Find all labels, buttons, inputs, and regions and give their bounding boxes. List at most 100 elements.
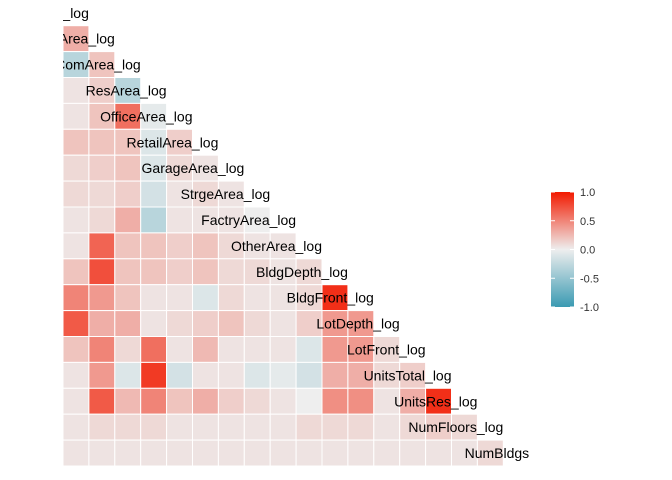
- heatmap-cell-5-0: [62, 128, 90, 156]
- heatmap-cell-3-2: [114, 77, 142, 104]
- heatmap-cell-16-4: [166, 413, 194, 441]
- heatmap-cell-12-4: [166, 310, 194, 338]
- heatmap-cell-13-0: [62, 336, 90, 363]
- heatmap-cell-9-3: [140, 232, 168, 260]
- heatmap-cell-16-8: [269, 413, 297, 441]
- heatmap-cell-12-10: [321, 310, 349, 338]
- heatmap-cell-16-15: [451, 413, 478, 441]
- heatmap-cell-11-4: [166, 284, 194, 312]
- heatmap-cell-17-8: [269, 439, 297, 467]
- heatmap-cell-17-1: [88, 439, 116, 467]
- heatmap-cell-16-0: [62, 413, 90, 441]
- heatmap-cell-9-0: [62, 232, 90, 260]
- heatmap-cell-17-9: [295, 439, 323, 467]
- heatmap-cell-11-6: [217, 284, 245, 312]
- heatmap-cell-16-3: [140, 413, 168, 441]
- variable-label: BldgDepth_log: [256, 264, 348, 280]
- heatmap-cells: [62, 25, 504, 467]
- legend-colorbar: [551, 192, 574, 307]
- heatmap-cell-13-9: [295, 336, 323, 363]
- heatmap-cell-13-8: [269, 336, 297, 363]
- heatmap-cell-12-1: [88, 310, 116, 338]
- heatmap-cell-16-6: [217, 413, 245, 441]
- heatmap-cell-14-7: [243, 361, 271, 389]
- heatmap-cell-15-3: [140, 387, 168, 415]
- heatmap-cell-17-2: [114, 439, 142, 467]
- heatmap-cell-7-0: [62, 180, 90, 208]
- heatmap-cell-16-11: [347, 413, 375, 441]
- heatmap-cell-14-3: [140, 361, 168, 389]
- legend-tick-label: 1.0: [580, 187, 595, 199]
- heatmap-cell-17-13: [399, 439, 427, 467]
- legend-tick-label: 0.5: [580, 216, 595, 228]
- heatmap-cell-17-14: [425, 439, 453, 467]
- variable-label: ComArea_log: [55, 57, 141, 73]
- variable-label: UnitsRes_log: [394, 393, 477, 409]
- heatmap-cell-8-0: [62, 206, 90, 234]
- heatmap-cell-15-7: [243, 387, 271, 415]
- heatmap-cell-13-10: [321, 336, 349, 363]
- heatmap-cell-8-1: [88, 206, 116, 234]
- variable-label: StrgeArea_log: [181, 186, 271, 202]
- heatmap-cell-12-11: [347, 310, 375, 338]
- heatmap-cell-16-7: [243, 413, 271, 441]
- heatmap-cell-12-2: [114, 310, 142, 338]
- heatmap-cell-16-12: [373, 413, 401, 441]
- heatmap-cell-17-16: [476, 439, 504, 467]
- heatmap-cell-17-15: [451, 439, 478, 467]
- color-legend: 1.0 0.5 0.0 -0.5 -1.0: [551, 187, 599, 314]
- heatmap-cell-13-3: [140, 336, 168, 363]
- variable-label: RetailArea_log: [127, 134, 219, 150]
- heatmap-cell-13-5: [192, 336, 219, 363]
- heatmap-cell-14-12: [373, 361, 401, 389]
- heatmap-cell-12-6: [217, 310, 245, 338]
- heatmap-cell-14-1: [88, 361, 116, 389]
- heatmap-cell-10-1: [88, 258, 116, 286]
- heatmap-cell-11-3: [140, 284, 168, 312]
- heatmap-cell-15-10: [321, 387, 349, 415]
- heatmap-cell-10-4: [166, 258, 194, 286]
- variable-labels: LotArea_log BldgArea_log ComArea_log ResAre…: [55, 5, 529, 461]
- variable-label: NumFloors_log: [408, 419, 503, 435]
- heatmap-cell-12-7: [243, 310, 271, 338]
- heatmap-cell-16-1: [88, 413, 116, 441]
- heatmap-cell-6-4: [166, 154, 194, 182]
- heatmap-cell-9-1: [88, 232, 116, 260]
- heatmap-cell-6-0: [62, 154, 90, 182]
- heatmap-cell-12-5: [192, 310, 219, 338]
- heatmap-cell-15-11: [347, 387, 375, 415]
- heatmap-cell-13-12: [373, 336, 401, 363]
- heatmap-cell-7-1: [88, 180, 116, 208]
- heatmap-cell-11-5: [192, 284, 219, 312]
- heatmap-cell-15-6: [217, 387, 245, 415]
- heatmap-cell-17-10: [321, 439, 349, 467]
- legend-tick-label: -1.0: [580, 302, 599, 314]
- heatmap-cell-15-14: [425, 387, 453, 415]
- heatmap-cell-11-1: [88, 284, 116, 312]
- heatmap-cell-10-6: [217, 258, 245, 286]
- heatmap-cell-10-0: [62, 258, 90, 286]
- heatmap-cell-17-7: [243, 439, 271, 467]
- variable-label: FactryArea_log: [201, 212, 296, 228]
- heatmap-cell-16-2: [114, 413, 142, 441]
- variable-label: ResArea_log: [86, 82, 167, 98]
- heatmap-cell-17-12: [373, 439, 401, 467]
- heatmap-cell-13-2: [114, 336, 142, 363]
- heatmap-cell-16-10: [321, 413, 349, 441]
- heatmap-cell-8-4: [166, 206, 194, 234]
- heatmap-cell-4-3: [140, 102, 168, 130]
- heatmap-cell-7-2: [114, 180, 142, 208]
- heatmap-cell-8-2: [114, 206, 142, 234]
- heatmap-cell-17-11: [347, 439, 375, 467]
- heatmap-cell-14-6: [217, 361, 245, 389]
- heatmap-cell-14-5: [192, 361, 219, 389]
- heatmap-cell-9-2: [114, 232, 142, 260]
- heatmap-cell-5-3: [140, 128, 168, 156]
- variable-label: UnitsTotal_log: [364, 367, 452, 383]
- heatmap-cell-11-2: [114, 284, 142, 312]
- heatmap-cell-8-7: [243, 206, 271, 234]
- heatmap-cell-16-9: [295, 413, 323, 441]
- heatmap-cell-15-1: [88, 387, 116, 415]
- heatmap-cell-8-3: [140, 206, 168, 234]
